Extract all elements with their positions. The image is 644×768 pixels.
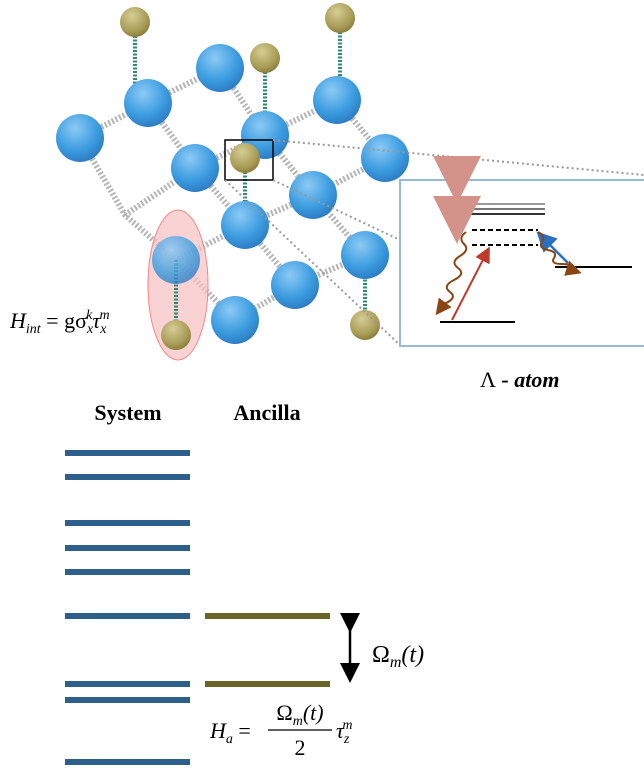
svg-text:Ωm(t): Ωm(t) xyxy=(276,700,323,729)
page: {"interaction": {"parts": ["H", "int", "… xyxy=(0,0,644,768)
text-part: x xyxy=(99,322,107,337)
svg-text:Ha =: Ha = xyxy=(209,718,251,747)
system-levels xyxy=(65,453,190,762)
ancilla-heading: Ancilla xyxy=(233,400,300,425)
atom-label: Λ - atom xyxy=(480,367,560,392)
text-part: - atom xyxy=(496,367,560,392)
text-part: m xyxy=(99,308,109,323)
text-part: H xyxy=(9,308,27,333)
text-part: Ω xyxy=(276,700,292,725)
ancilla-hamiltonian: Ha = Ωm(t) 2 τzm xyxy=(209,700,352,760)
text-part: = xyxy=(233,718,251,743)
text-part: z xyxy=(343,732,350,747)
text-part: (t) xyxy=(303,700,324,725)
system-heading: System xyxy=(94,400,161,425)
text-part: m xyxy=(342,718,352,733)
text-part: Λ xyxy=(480,367,496,392)
diagram: Hint = gσxkτxm Λ - atom System Ancilla Ω… xyxy=(0,0,644,768)
text-part: (t) xyxy=(401,642,424,668)
text-part: 2 xyxy=(295,735,306,760)
text-part: m xyxy=(293,714,303,729)
text-part: = gσ xyxy=(41,308,87,333)
atom-inset xyxy=(400,180,644,346)
text-part: a xyxy=(226,732,233,747)
text-part: m xyxy=(390,654,402,671)
splitting-label: Ωm(t) xyxy=(372,642,424,671)
text-part: Ω xyxy=(372,642,390,668)
interaction-hamiltonian: Hint = gσxkτxm xyxy=(9,308,110,337)
svg-text:τzm: τzm xyxy=(336,718,352,747)
text-part: H xyxy=(209,718,227,743)
ancilla-levels xyxy=(205,616,330,684)
text-part: int xyxy=(26,322,42,337)
